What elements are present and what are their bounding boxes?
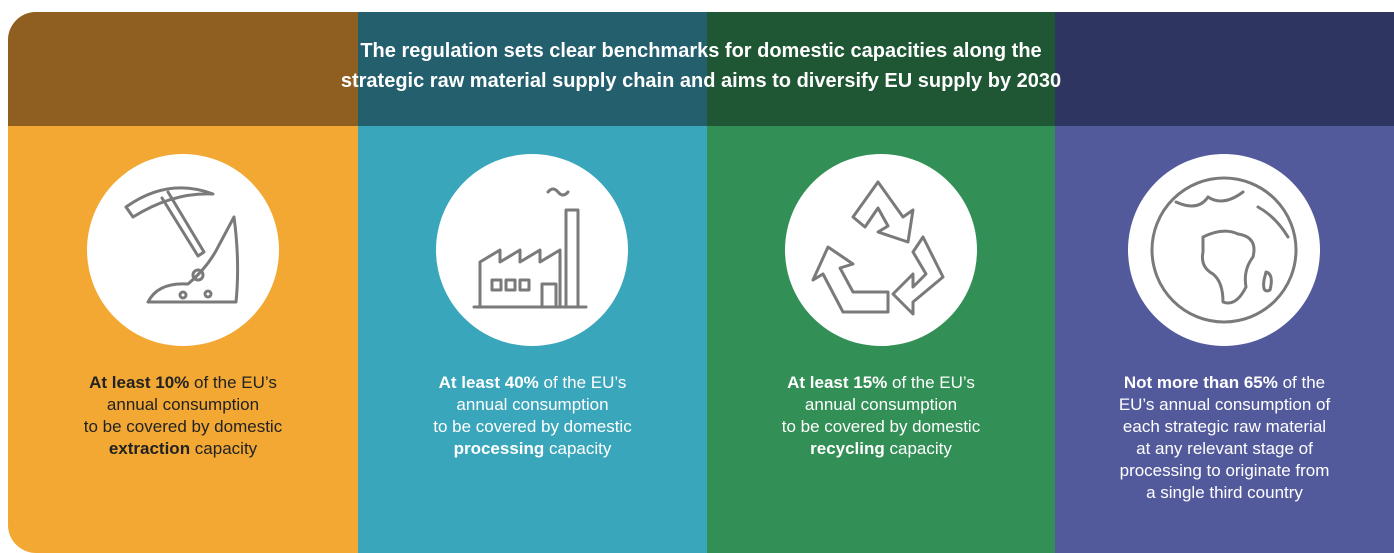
text: to be covered by domestic [83, 417, 283, 436]
header-band [1055, 12, 1394, 126]
text: a single third country [1146, 483, 1303, 502]
header-band [358, 12, 707, 126]
text: to be covered by domestic [433, 417, 632, 436]
text-line: annual consumption [358, 394, 707, 416]
panel-text: At least 40% of the EU’s annual consumpti… [358, 372, 707, 460]
text: annual consumption [804, 395, 958, 414]
text-line: extraction capacity [8, 438, 358, 460]
infographic: The regulation sets clear benchmarks for… [8, 12, 1394, 553]
text-line: At least 10% of the EU’s [8, 372, 358, 394]
text: annual consumption [456, 395, 609, 414]
text: of the [1277, 373, 1326, 392]
text: of the EU’s [538, 373, 627, 392]
text-line: Not more than 65% of the [1055, 372, 1394, 394]
text-line: processing capacity [358, 438, 707, 460]
text-line: processing to originate from [1055, 460, 1394, 482]
text: of the EU’s [887, 373, 975, 392]
bold-text: recycling [810, 439, 885, 458]
icons [87, 154, 1320, 346]
title: The regulation sets clear benchmarks for… [8, 36, 1394, 96]
pickaxe-icon [124, 186, 240, 304]
text-line: to be covered by domestic [707, 416, 1055, 438]
text: to be covered by domestic [781, 417, 981, 436]
text-line: At least 40% of the EU’s [358, 372, 707, 394]
panel-text: At least 15% of the EU’s annual consumpti… [707, 372, 1055, 460]
text: each strategic raw material [1122, 417, 1327, 436]
header-band [8, 12, 358, 126]
text-line: recycling capacity [707, 438, 1055, 460]
text: capacity [190, 439, 258, 458]
bold-text: processing [453, 439, 545, 458]
icon-circle [87, 154, 279, 346]
text-line: to be covered by domestic [358, 416, 707, 438]
text-line: annual consumption [8, 394, 358, 416]
factory-icon [472, 187, 588, 309]
text-line: EU’s annual consumption of [1055, 394, 1394, 416]
globe-icon [1150, 176, 1298, 324]
text: at any relevant stage of [1136, 439, 1313, 458]
bold-text: extraction [108, 439, 191, 458]
title-line: The regulation sets clear benchmarks for… [360, 40, 1042, 62]
panel-text: Not more than 65% of the EU’s annual cons… [1055, 372, 1394, 504]
text-line: to be covered by domestic [8, 416, 358, 438]
bold-text: Not more than 65% [1123, 373, 1278, 392]
panel-extraction [8, 12, 358, 553]
text: of the EU’s [189, 373, 277, 392]
text-line: annual consumption [707, 394, 1055, 416]
bold-text: At least 40% [438, 373, 539, 392]
icon-circle [436, 154, 628, 346]
text: capacity [544, 439, 612, 458]
title-line: strategic raw material supply chain and … [340, 70, 1062, 92]
text-line: each strategic raw material [1055, 416, 1394, 438]
bold-text: At least 10% [89, 373, 190, 392]
bold-text: At least 15% [787, 373, 888, 392]
text: capacity [884, 439, 952, 458]
text-line: a single third country [1055, 482, 1394, 504]
text-line: At least 15% of the EU’s [707, 372, 1055, 394]
icon-circle [785, 154, 977, 346]
text: EU’s annual consumption of [1118, 395, 1331, 414]
panel-processing [358, 12, 707, 553]
recycle-icon [811, 180, 945, 316]
panel-text: At least 10% of the EU’s annual consumpti… [8, 372, 358, 460]
text-line: at any relevant stage of [1055, 438, 1394, 460]
text: annual consumption [106, 395, 260, 414]
header-band [707, 12, 1055, 126]
icon-circle [1128, 154, 1320, 346]
text: processing to originate from [1119, 461, 1330, 480]
